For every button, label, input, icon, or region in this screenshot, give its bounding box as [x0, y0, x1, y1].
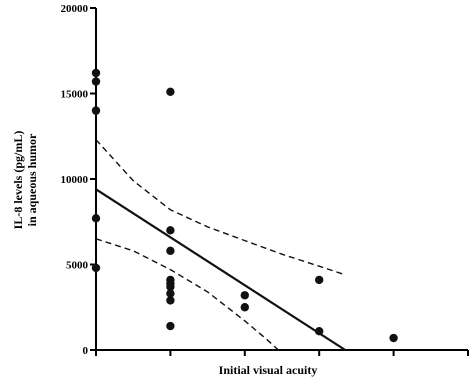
data-point: [166, 282, 175, 291]
data-point: [240, 291, 249, 300]
data-point: [91, 263, 101, 273]
data-point: [91, 77, 101, 86]
y-axis-title-line-2: in aqueous humor: [25, 133, 39, 226]
x-axis-title: Initial visual acuity: [219, 363, 318, 377]
y-tick-label: 5000: [66, 260, 89, 272]
axes: 0 5000 10000 15000 20000: [61, 3, 469, 357]
data-point: [91, 214, 101, 223]
data-point: [315, 275, 324, 285]
data-point: [166, 226, 175, 235]
data-point: [166, 289, 175, 298]
data-points: [91, 68, 398, 343]
data-point: [389, 333, 398, 343]
confidence-bands: [95, 139, 346, 351]
ci-upper-line: [95, 139, 346, 276]
data-point: [166, 87, 175, 96]
regression: [95, 188, 346, 351]
data-point: [91, 68, 101, 78]
y-axis-title: IL-8 levels (pg/mL) in aqueous humor: [11, 131, 39, 230]
data-point: [315, 326, 324, 336]
ci-lower-line: [95, 238, 279, 351]
data-point: [166, 246, 175, 256]
y-tick-label: 20000: [61, 3, 89, 15]
data-point: [166, 296, 175, 305]
data-point: [166, 321, 175, 331]
y-tick-label: 15000: [61, 89, 89, 101]
regression-line: [95, 188, 346, 351]
y-axis-title-line-1: IL-8 levels (pg/mL): [11, 131, 25, 230]
data-point: [91, 106, 101, 115]
data-point: [240, 303, 249, 312]
y-tick-label: 0: [83, 345, 89, 357]
y-tick-label: 10000: [61, 174, 89, 186]
